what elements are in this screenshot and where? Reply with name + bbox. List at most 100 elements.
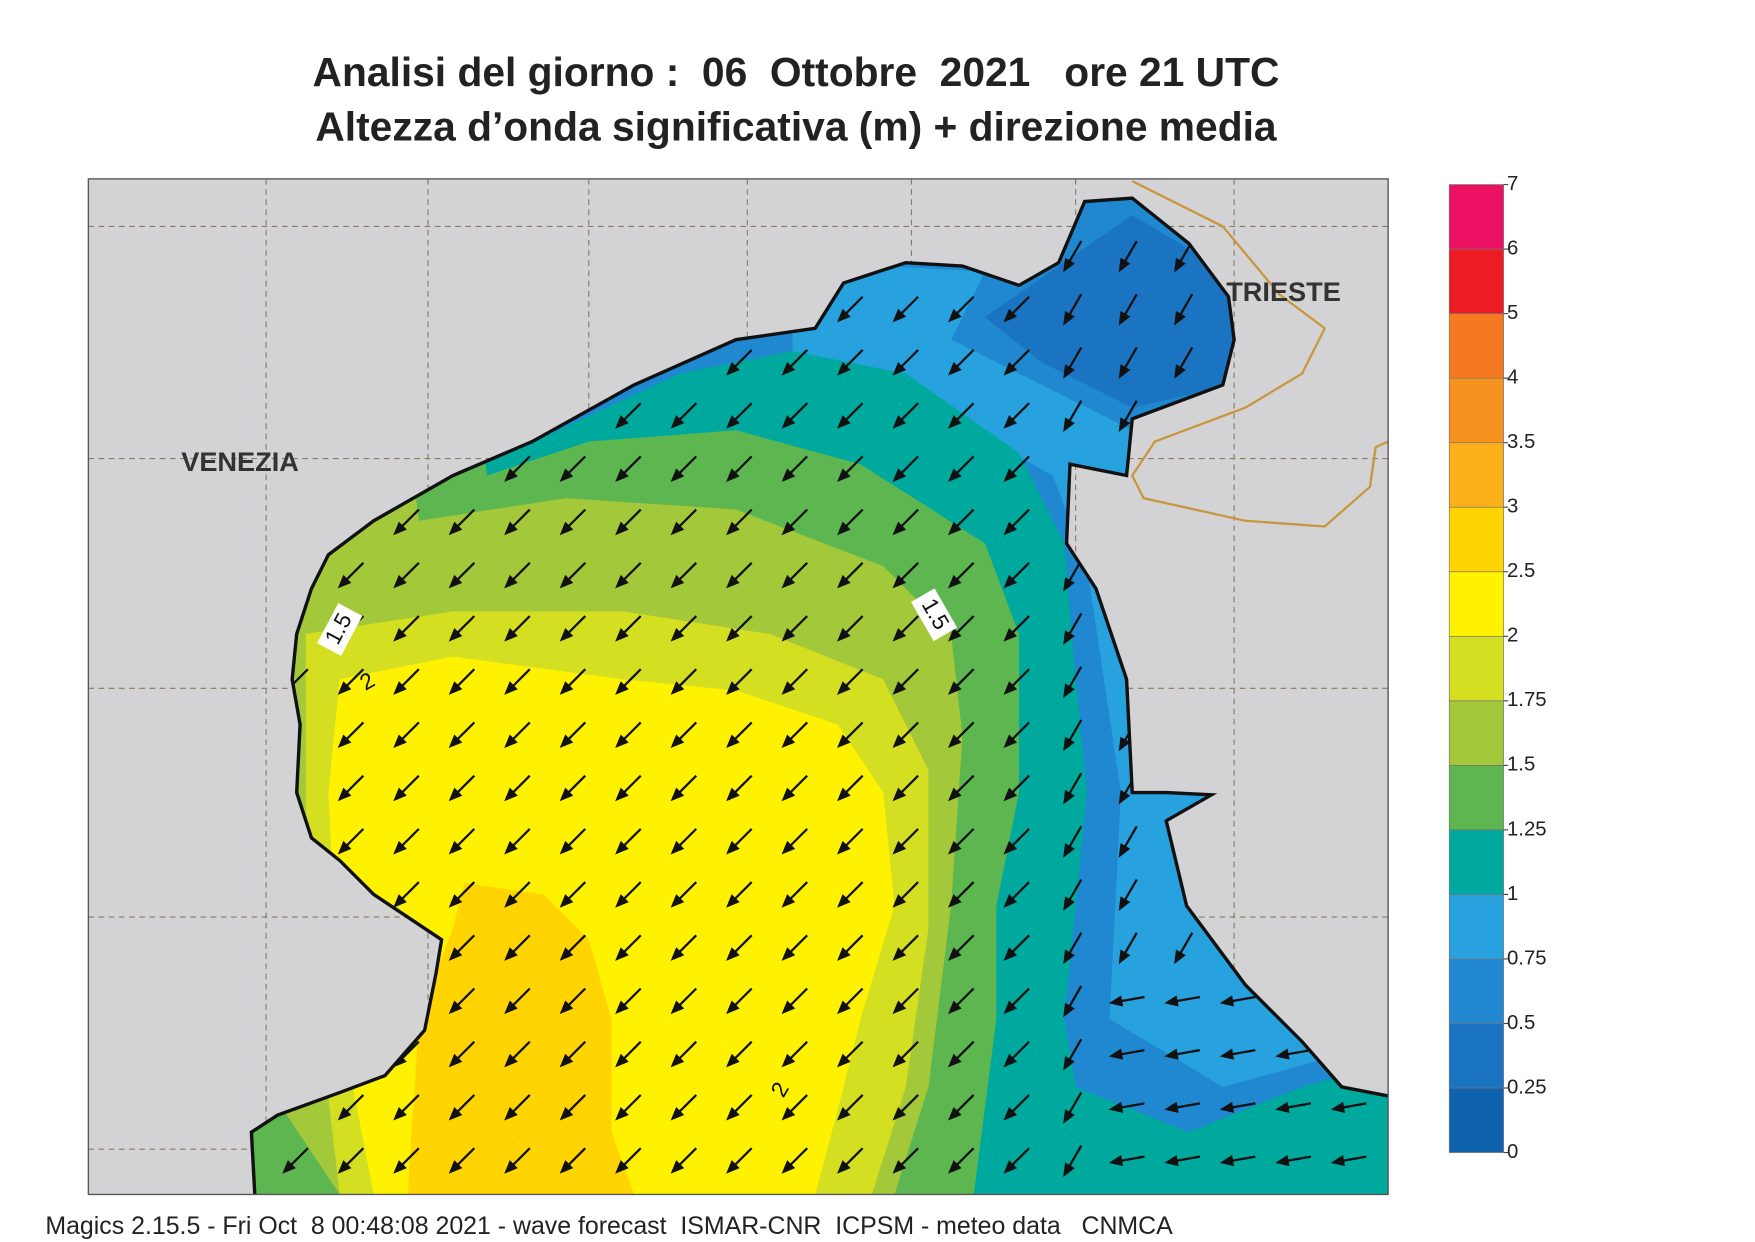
- colorbar-segment: [1448, 313, 1504, 379]
- arrow-head: [726, 1106, 740, 1121]
- arrow-head: [781, 1106, 796, 1121]
- arrow-head: [559, 521, 574, 536]
- arrow-head: [948, 840, 962, 855]
- arrow-head: [615, 681, 629, 695]
- arrow-head: [726, 681, 740, 695]
- arrow-head: [948, 521, 962, 536]
- arrow-head: [448, 681, 463, 695]
- arrow-head: [448, 1160, 463, 1174]
- arrow-head: [1118, 417, 1131, 433]
- arrow-head: [559, 734, 574, 749]
- arrow-head: [1003, 415, 1018, 429]
- arrow-head: [615, 1106, 629, 1121]
- arrow-head: [337, 574, 352, 589]
- arrow-head: [1330, 1154, 1346, 1167]
- arrow-head: [615, 628, 629, 642]
- arrow-head: [1219, 1101, 1235, 1113]
- arrow-head: [504, 574, 518, 589]
- arrow-head: [504, 1106, 518, 1121]
- arrow-head: [1003, 1053, 1018, 1068]
- arrow-head: [393, 1106, 407, 1121]
- arrow-head: [670, 681, 685, 695]
- arrow-head: [726, 521, 740, 536]
- arrow-head: [615, 840, 629, 855]
- arrow-head: [1275, 1154, 1290, 1167]
- arrow-head: [837, 308, 851, 323]
- arrow-head: [837, 415, 851, 429]
- arrow-head: [670, 1053, 685, 1068]
- arrow-head: [615, 734, 629, 749]
- colorbar-tick-label: 0: [1507, 1141, 1518, 1163]
- arrow-head: [1003, 787, 1018, 802]
- arrow-head: [670, 1000, 685, 1015]
- arrow-head: [504, 521, 518, 536]
- arrow-head: [781, 1160, 796, 1174]
- arrow-head: [1063, 736, 1075, 752]
- arrow-head: [1118, 736, 1131, 752]
- arrow-head: [1219, 1154, 1235, 1167]
- arrow-head: [504, 468, 518, 483]
- arrow-head: [1063, 417, 1075, 433]
- title-line: Analisi del giorno : 06 Ottobre 2021 ore…: [313, 49, 1280, 95]
- arrow-head: [1063, 896, 1075, 911]
- arrow-head: [559, 894, 574, 908]
- colorbar-tick-label: 3.5: [1507, 431, 1535, 453]
- arrow-head: [948, 468, 962, 483]
- arrow-head: [670, 947, 685, 961]
- arrow-head: [1108, 1154, 1124, 1167]
- coastline: [249, 196, 1389, 1195]
- arrow-head: [1063, 1055, 1075, 1071]
- colorbar: 0 0.25 0.5 0.75 1 1.25 1.5 1.75 2 2.5 3 3.5 4 5 6 7: [1448, 173, 1547, 1163]
- arrow-head: [670, 1106, 685, 1121]
- arrow-head: [615, 415, 629, 429]
- arrow-head: [615, 787, 629, 802]
- colorbar-tick-label: 1.5: [1507, 754, 1535, 776]
- arrow-head: [781, 947, 796, 961]
- colorbar-segment: [1448, 571, 1504, 637]
- arrow-head: [948, 308, 962, 323]
- arrow-head: [1118, 949, 1131, 965]
- arrow-head: [559, 1053, 574, 1068]
- colorbar-tick-label: 5: [1507, 302, 1518, 324]
- arrow-head: [1003, 574, 1018, 589]
- arrow-head: [1330, 1101, 1346, 1113]
- arrow-head: [892, 947, 907, 961]
- arrow-head: [1003, 1106, 1018, 1121]
- arrow-head: [559, 1106, 574, 1121]
- arrow-head: [1003, 521, 1018, 536]
- arrow-head: [337, 1106, 352, 1121]
- arrow-head: [837, 1000, 851, 1015]
- arrow-head: [670, 521, 685, 536]
- arrow-head: [1003, 1160, 1018, 1174]
- arrow-head: [1063, 843, 1075, 858]
- arrow-head: [837, 681, 851, 695]
- arrow-head: [615, 1053, 629, 1068]
- arrow-head: [892, 521, 907, 536]
- arrow-head: [892, 1160, 907, 1174]
- arrow-head: [781, 1053, 796, 1068]
- arrow-head: [1118, 364, 1131, 379]
- arrow-head: [1118, 257, 1131, 273]
- arrow-head: [1164, 995, 1179, 1007]
- arrow-head: [1003, 681, 1018, 695]
- arrow-head: [504, 1000, 518, 1015]
- arrow-head: [726, 734, 740, 749]
- arrow-head: [948, 894, 962, 908]
- arrow-head: [670, 468, 685, 483]
- arrow-head: [504, 947, 518, 961]
- arrow-head: [504, 681, 518, 695]
- arrow-head: [615, 574, 629, 589]
- arrow-head: [892, 894, 907, 908]
- arrow-head: [1063, 311, 1075, 326]
- arrow-head: [781, 628, 796, 642]
- arrow-head: [559, 1000, 574, 1015]
- colorbar-segment: [1448, 958, 1504, 1024]
- arrow-head: [837, 787, 851, 802]
- title-line: Altezza d’onda significativa (m) + direz…: [315, 103, 1277, 149]
- colorbar-segment: [1448, 894, 1504, 960]
- arrow-head: [337, 734, 352, 749]
- colorbar-tick-label: 7: [1507, 173, 1518, 195]
- colorbar-segment: [1448, 1023, 1504, 1089]
- arrow-head: [1219, 995, 1235, 1007]
